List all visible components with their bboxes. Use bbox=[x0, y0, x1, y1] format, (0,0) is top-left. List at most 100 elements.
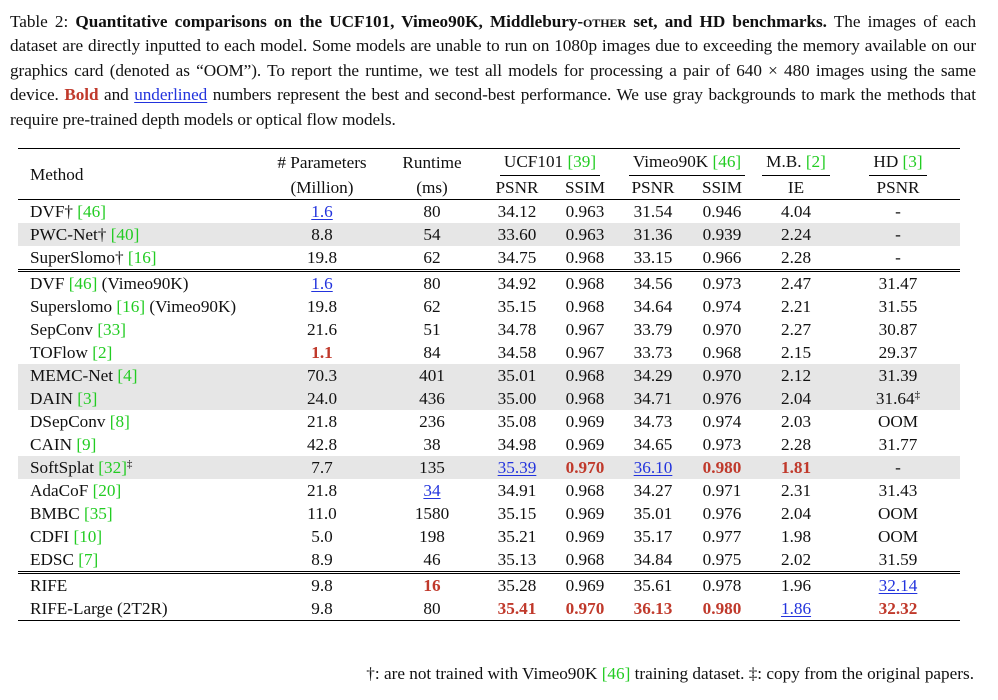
cell-value: 33.15 bbox=[633, 248, 673, 267]
method-cite: [16] bbox=[127, 248, 157, 267]
cell-ucf-ssim: 0.970 bbox=[552, 456, 618, 479]
cell-value: 9.8 bbox=[311, 576, 333, 595]
header-mb-ie: IE bbox=[787, 178, 805, 197]
cell-value: 0.969 bbox=[565, 412, 605, 431]
cell-value: 29.37 bbox=[878, 343, 918, 362]
cell-runtime: 51 bbox=[382, 318, 482, 341]
cell-mb-ie: 1.86 bbox=[756, 597, 837, 621]
header-runtime-top: Runtime bbox=[402, 153, 462, 172]
cell-value: 135 bbox=[419, 458, 445, 477]
cell-vim-psnr: 33.15 bbox=[618, 246, 688, 271]
caption-title-part-1: Quantitative comparisons on the UCF101, … bbox=[75, 12, 584, 31]
cell-vim-psnr: 34.84 bbox=[618, 548, 688, 573]
method-cite: [4] bbox=[117, 366, 138, 385]
footnote-cite: [46] bbox=[601, 664, 631, 683]
cell-value: 0.977 bbox=[702, 527, 742, 546]
cell-value: 34.71 bbox=[633, 389, 673, 408]
cell-mb-ie: 2.24 bbox=[756, 223, 837, 246]
cell-value: 1580 bbox=[414, 504, 450, 523]
method-cell: SuperSlomo† [16] bbox=[18, 246, 262, 271]
cell-value: 2.02 bbox=[780, 550, 812, 569]
header-vimeo90k: Vimeo90K [46] bbox=[618, 149, 756, 176]
method-cell: SepConv [33] bbox=[18, 318, 262, 341]
cell-runtime: 38 bbox=[382, 433, 482, 456]
cell-value: 8.9 bbox=[311, 550, 333, 569]
cell-vim-psnr: 35.01 bbox=[618, 502, 688, 525]
method-cell: RIFE-Large (2T2R) bbox=[18, 597, 262, 621]
cell-value: 11.0 bbox=[307, 504, 337, 523]
cell-vim-ssim: 0.976 bbox=[688, 387, 757, 410]
table-row: RIFE 9.8 16 35.28 0.969 35.61 0.978 1.96 32.14 bbox=[18, 571, 961, 597]
caption-text-1: The images of each dataset are directly … bbox=[10, 12, 976, 105]
cell-params: 11.0 bbox=[262, 502, 382, 525]
cell-hd-psnr: - bbox=[836, 456, 961, 479]
cell-vim-ssim: 0.974 bbox=[688, 410, 756, 433]
cell-value: 34.56 bbox=[633, 274, 673, 293]
cell-value: 0.970 bbox=[565, 458, 605, 477]
cell-value: 0.976 bbox=[702, 389, 742, 408]
method-cell: DVF [46] (Vimeo90K) bbox=[18, 269, 262, 295]
cell-vim-psnr: 33.79 bbox=[618, 318, 688, 341]
cell-value: 2.03 bbox=[780, 412, 812, 431]
table-caption: Table 2: Quantitative comparisons on the… bbox=[10, 10, 976, 132]
method-cell: Superslomo [16] (Vimeo90K) bbox=[18, 295, 262, 318]
cell-vim-ssim: 0.975 bbox=[688, 548, 756, 573]
cell-vim-psnr: 34.29 bbox=[618, 364, 688, 387]
method-name: PWC-Net† bbox=[30, 225, 107, 244]
cell-vim-ssim: 0.946 bbox=[688, 199, 757, 223]
cell-ucf-psnr: 35.08 bbox=[482, 410, 552, 433]
method-cell: AdaCoF [20] bbox=[18, 479, 262, 502]
cell-hd-psnr: 31.64‡ bbox=[836, 387, 961, 410]
cell-vim-psnr: 34.27 bbox=[618, 479, 688, 502]
header-vimeo-psnr: PSNR bbox=[631, 178, 675, 197]
cell-value: 0.976 bbox=[702, 504, 742, 523]
cell-ucf-psnr: 35.39 bbox=[482, 456, 552, 479]
cell-vim-psnr: 34.71 bbox=[618, 387, 688, 410]
method-cite: [32] bbox=[98, 458, 127, 477]
cell-value: 436 bbox=[419, 389, 445, 408]
table-row: PWC-Net† [40] 8.8 54 33.60 0.963 31.36 0.939 2.… bbox=[18, 223, 961, 246]
cell-runtime: 135 bbox=[382, 456, 482, 479]
cell-value: 0.975 bbox=[702, 550, 742, 569]
cell-value: 31.39 bbox=[878, 366, 918, 385]
cell-value: 35.15 bbox=[497, 297, 537, 316]
cell-vim-ssim: 0.976 bbox=[688, 502, 756, 525]
double-dagger-mark: ‡ bbox=[126, 458, 133, 470]
cell-hd-psnr: 32.14 bbox=[836, 571, 961, 597]
cell-vim-psnr: 34.65 bbox=[618, 433, 688, 456]
cell-value: 7.7 bbox=[311, 458, 333, 477]
cell-value: 34.91 bbox=[497, 481, 537, 500]
cell-value: 1.81 bbox=[780, 458, 812, 477]
cell-hd-psnr: 32.32 bbox=[836, 597, 961, 621]
method-name: RIFE-Large (2T2R) bbox=[30, 599, 168, 618]
cell-ucf-psnr: 35.01 bbox=[482, 364, 552, 387]
results-table: Method # Parameters Runtime UCF101 [39] … bbox=[18, 148, 961, 621]
cell-value: 34.12 bbox=[497, 202, 537, 221]
cell-params: 1.1 bbox=[262, 341, 382, 364]
cell-ucf-ssim: 0.968 bbox=[552, 548, 618, 573]
cell-ucf-ssim: 0.968 bbox=[552, 269, 618, 295]
cell-mb-ie: 2.31 bbox=[756, 479, 836, 502]
cell-hd-psnr: 31.55 bbox=[836, 295, 960, 318]
cell-value: 34.64 bbox=[633, 297, 673, 316]
cell-value: - bbox=[895, 202, 901, 221]
cell-ucf-ssim: 0.968 bbox=[552, 364, 618, 387]
method-suffix: (Vimeo90K) bbox=[145, 297, 237, 316]
cell-params: 1.6 bbox=[262, 199, 382, 223]
cell-hd-psnr: 29.37 bbox=[836, 341, 960, 364]
cell-vim-psnr: 31.36 bbox=[618, 223, 688, 246]
cell-value: 1.96 bbox=[780, 576, 812, 595]
cell-value: 34.75 bbox=[497, 248, 537, 267]
cell-vim-psnr: 34.56 bbox=[618, 269, 688, 295]
cell-ucf-ssim: 0.963 bbox=[552, 223, 618, 246]
caption-text-2: and bbox=[98, 85, 135, 105]
cell-value: 0.980 bbox=[702, 458, 742, 477]
method-cell: EDSC [7] bbox=[18, 548, 262, 573]
method-name: DSepConv bbox=[30, 412, 106, 431]
cell-runtime: 16 bbox=[382, 571, 482, 597]
method-name: Superslomo bbox=[30, 297, 113, 316]
table-row: SuperSlomo† [16] 19.8 62 34.75 0.968 33.15 0.9… bbox=[18, 246, 960, 271]
cell-vim-ssim: 0.977 bbox=[688, 525, 756, 548]
cell-value: 2.15 bbox=[780, 343, 812, 362]
table-row: MEMC-Net [4] 70.3 401 35.01 0.968 34.29 0.970 2… bbox=[18, 364, 961, 387]
